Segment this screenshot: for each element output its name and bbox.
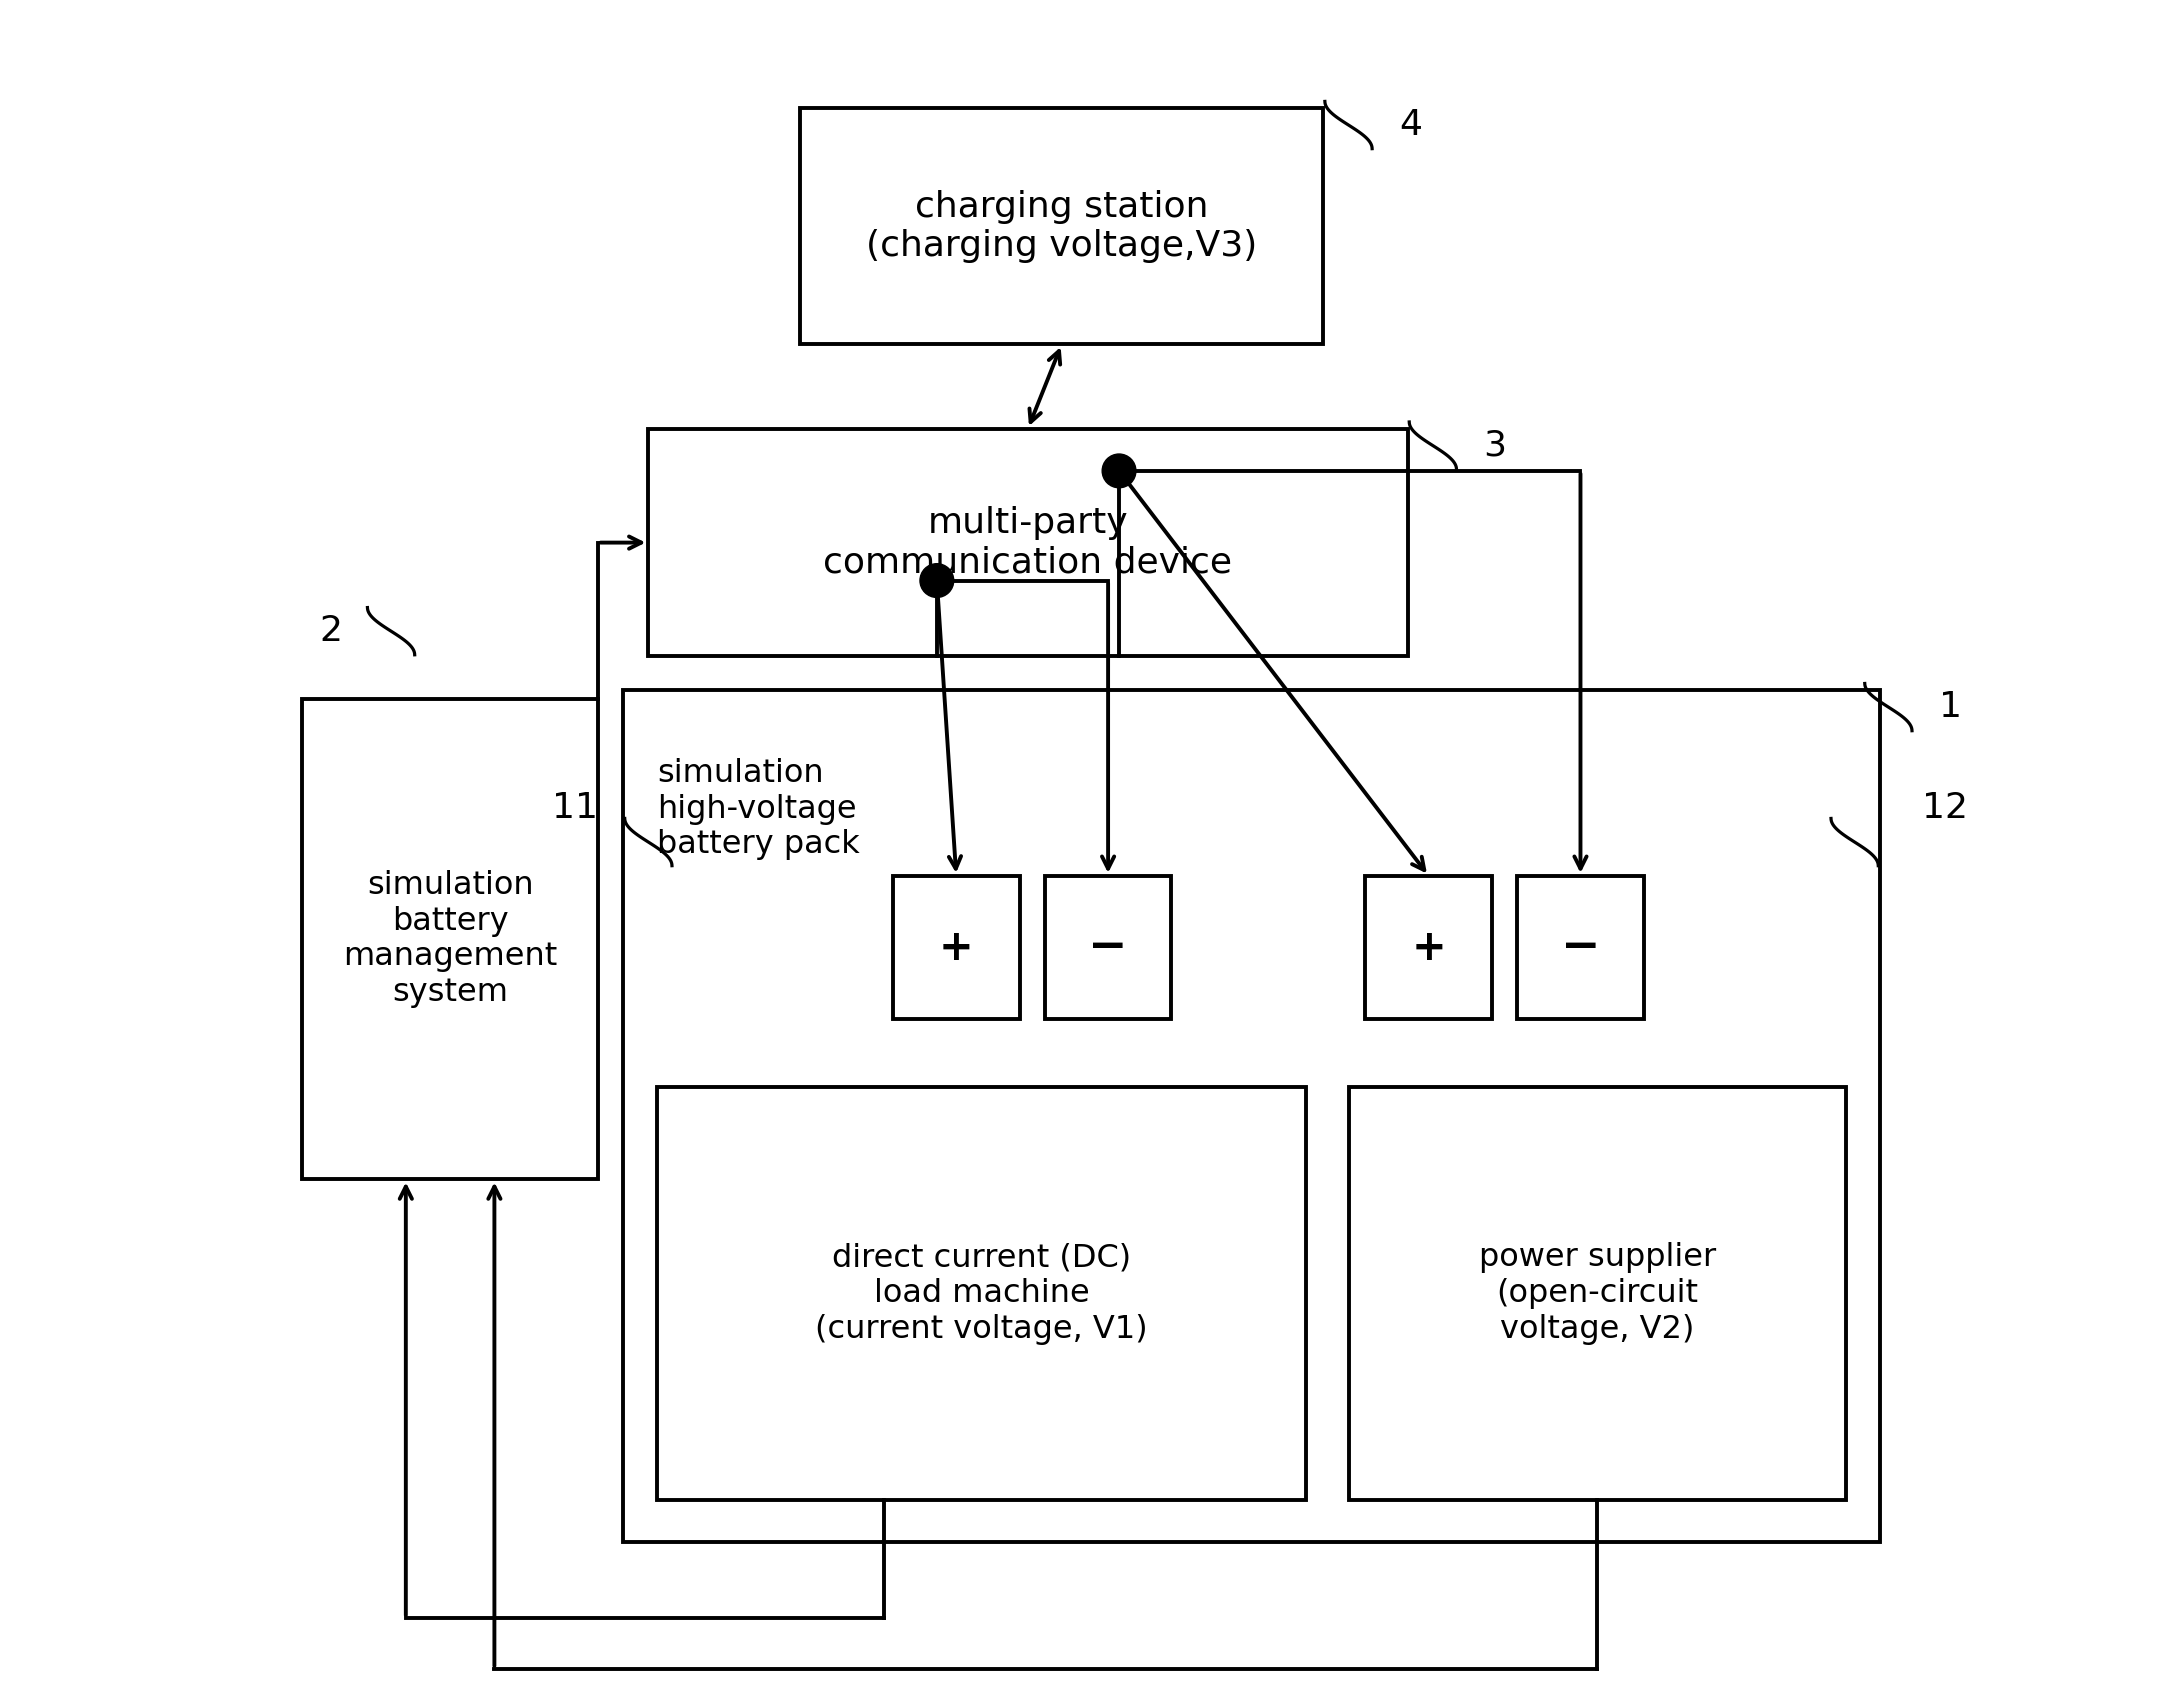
Bar	[1046, 876, 1172, 1019]
Text: power supplier
(open-circuit
voltage, V2): power supplier (open-circuit voltage, V2…	[1478, 1242, 1715, 1345]
Text: 12: 12	[1922, 791, 1967, 825]
Bar	[1517, 876, 1644, 1019]
Text: +: +	[1411, 927, 1446, 968]
Bar	[800, 109, 1324, 344]
Text: −: −	[1561, 925, 1600, 970]
Text: 4: 4	[1400, 109, 1422, 143]
Bar	[1365, 876, 1491, 1019]
Bar	[894, 876, 1020, 1019]
Bar	[648, 429, 1407, 657]
Text: multi-party
communication device: multi-party communication device	[824, 505, 1233, 580]
Text: −: −	[1089, 925, 1128, 970]
Circle shape	[1102, 454, 1137, 488]
Circle shape	[920, 563, 954, 597]
Bar	[624, 691, 1881, 1543]
Bar	[302, 699, 598, 1179]
Bar	[657, 1087, 1307, 1500]
Bar	[1348, 1087, 1846, 1500]
Text: simulation
battery
management
system: simulation battery management system	[343, 869, 557, 1009]
Text: simulation
high-voltage
battery pack: simulation high-voltage battery pack	[657, 757, 859, 861]
Text: 2: 2	[320, 614, 341, 648]
Text: direct current (DC)
load machine
(current voltage, V1): direct current (DC) load machine (curren…	[815, 1242, 1148, 1345]
Text: charging station
(charging voltage,V3): charging station (charging voltage,V3)	[865, 189, 1257, 264]
Text: +: +	[939, 927, 974, 968]
Text: 11: 11	[552, 791, 598, 825]
Text: 1: 1	[1939, 691, 1961, 725]
Text: 3: 3	[1483, 429, 1507, 463]
